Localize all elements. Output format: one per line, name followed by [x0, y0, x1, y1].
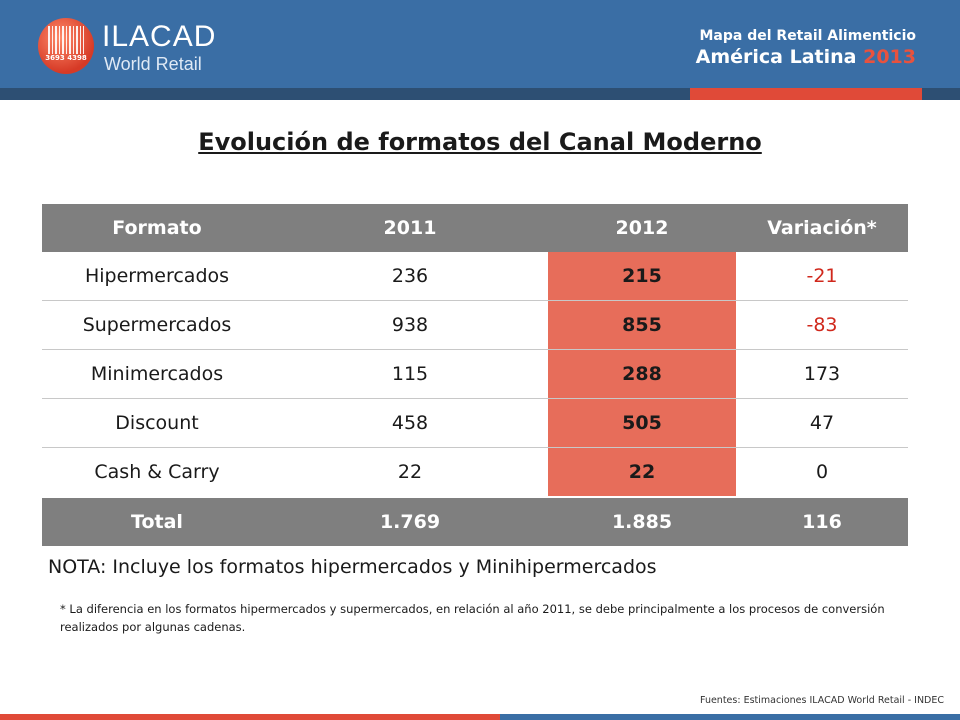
col-header-formato: Formato	[42, 202, 272, 252]
cell-variacion: 47	[736, 398, 908, 448]
cell-variacion: -83	[736, 300, 908, 350]
cell-formato: Minimercados	[42, 349, 272, 399]
header-strip-accent	[690, 88, 922, 100]
total-2012: 1.885	[548, 496, 736, 546]
cell-2012: 215	[548, 252, 736, 301]
cell-2011: 938	[272, 300, 548, 350]
cell-formato: Hipermercados	[42, 252, 272, 301]
cell-2011: 458	[272, 398, 548, 448]
table-row: Supermercados 938 855 -83	[42, 300, 908, 350]
ilacad-logo: 3693 4398 ILACAD World Retail	[38, 16, 238, 78]
cell-formato: Supermercados	[42, 300, 272, 350]
header-bar: 3693 4398 ILACAD World Retail Mapa del R…	[0, 0, 960, 88]
cell-variacion: -21	[736, 252, 908, 301]
table-row: Discount 458 505 47	[42, 398, 908, 448]
header-region: América Latina	[695, 46, 857, 68]
cell-2012: 855	[548, 300, 736, 350]
header-caption: Mapa del Retail Alimenticio América Lati…	[696, 28, 916, 68]
total-variacion: 116	[736, 496, 908, 546]
cell-2011: 236	[272, 252, 548, 301]
col-header-2011: 2011	[272, 202, 548, 252]
table-row: Cash & Carry 22 22 0	[42, 447, 908, 498]
header-year: 2013	[863, 46, 916, 68]
logo-digits: 3693 4398	[45, 54, 87, 62]
formats-table: Formato 2011 2012 Variación* Hipermercad…	[42, 202, 908, 546]
cell-2011: 115	[272, 349, 548, 399]
bottom-bar-accent	[0, 714, 500, 720]
cell-variacion: 173	[736, 349, 908, 399]
logo-name: ILACAD	[102, 20, 217, 53]
logo-subtitle: World Retail	[104, 54, 202, 74]
cell-formato: Cash & Carry	[42, 447, 272, 498]
total-label: Total	[42, 496, 272, 546]
cell-variacion: 0	[736, 447, 908, 498]
source-text: Fuentes: Estimaciones ILACAD World Retai…	[700, 695, 944, 706]
table-row: Minimercados 115 288 173	[42, 349, 908, 399]
header-strip	[0, 88, 960, 100]
col-header-2012: 2012	[548, 202, 736, 252]
cell-2012: 505	[548, 398, 736, 448]
table-row: Hipermercados 236 215 -21	[42, 252, 908, 301]
barcode-circle-icon: 3693 4398	[38, 18, 94, 74]
cell-2012: 288	[548, 349, 736, 399]
header-caption-line1: Mapa del Retail Alimenticio	[699, 28, 917, 44]
cell-2011: 22	[272, 447, 548, 498]
nota-text: NOTA: Incluye los formatos hipermercados…	[48, 556, 657, 578]
bottom-bar	[0, 714, 960, 720]
table-header-row: Formato 2011 2012 Variación*	[42, 202, 908, 252]
header-caption-line2: América Latina 2013	[696, 46, 916, 68]
cell-formato: Discount	[42, 398, 272, 448]
col-header-variacion: Variación*	[736, 202, 908, 252]
slide-title: Evolución de formatos del Canal Moderno	[198, 128, 762, 156]
total-2011: 1.769	[272, 496, 548, 546]
table-total-row: Total 1.769 1.885 116	[42, 496, 908, 546]
cell-2012: 22	[548, 447, 736, 498]
footnote-text: * La diferencia en los formatos hipermer…	[60, 602, 885, 634]
